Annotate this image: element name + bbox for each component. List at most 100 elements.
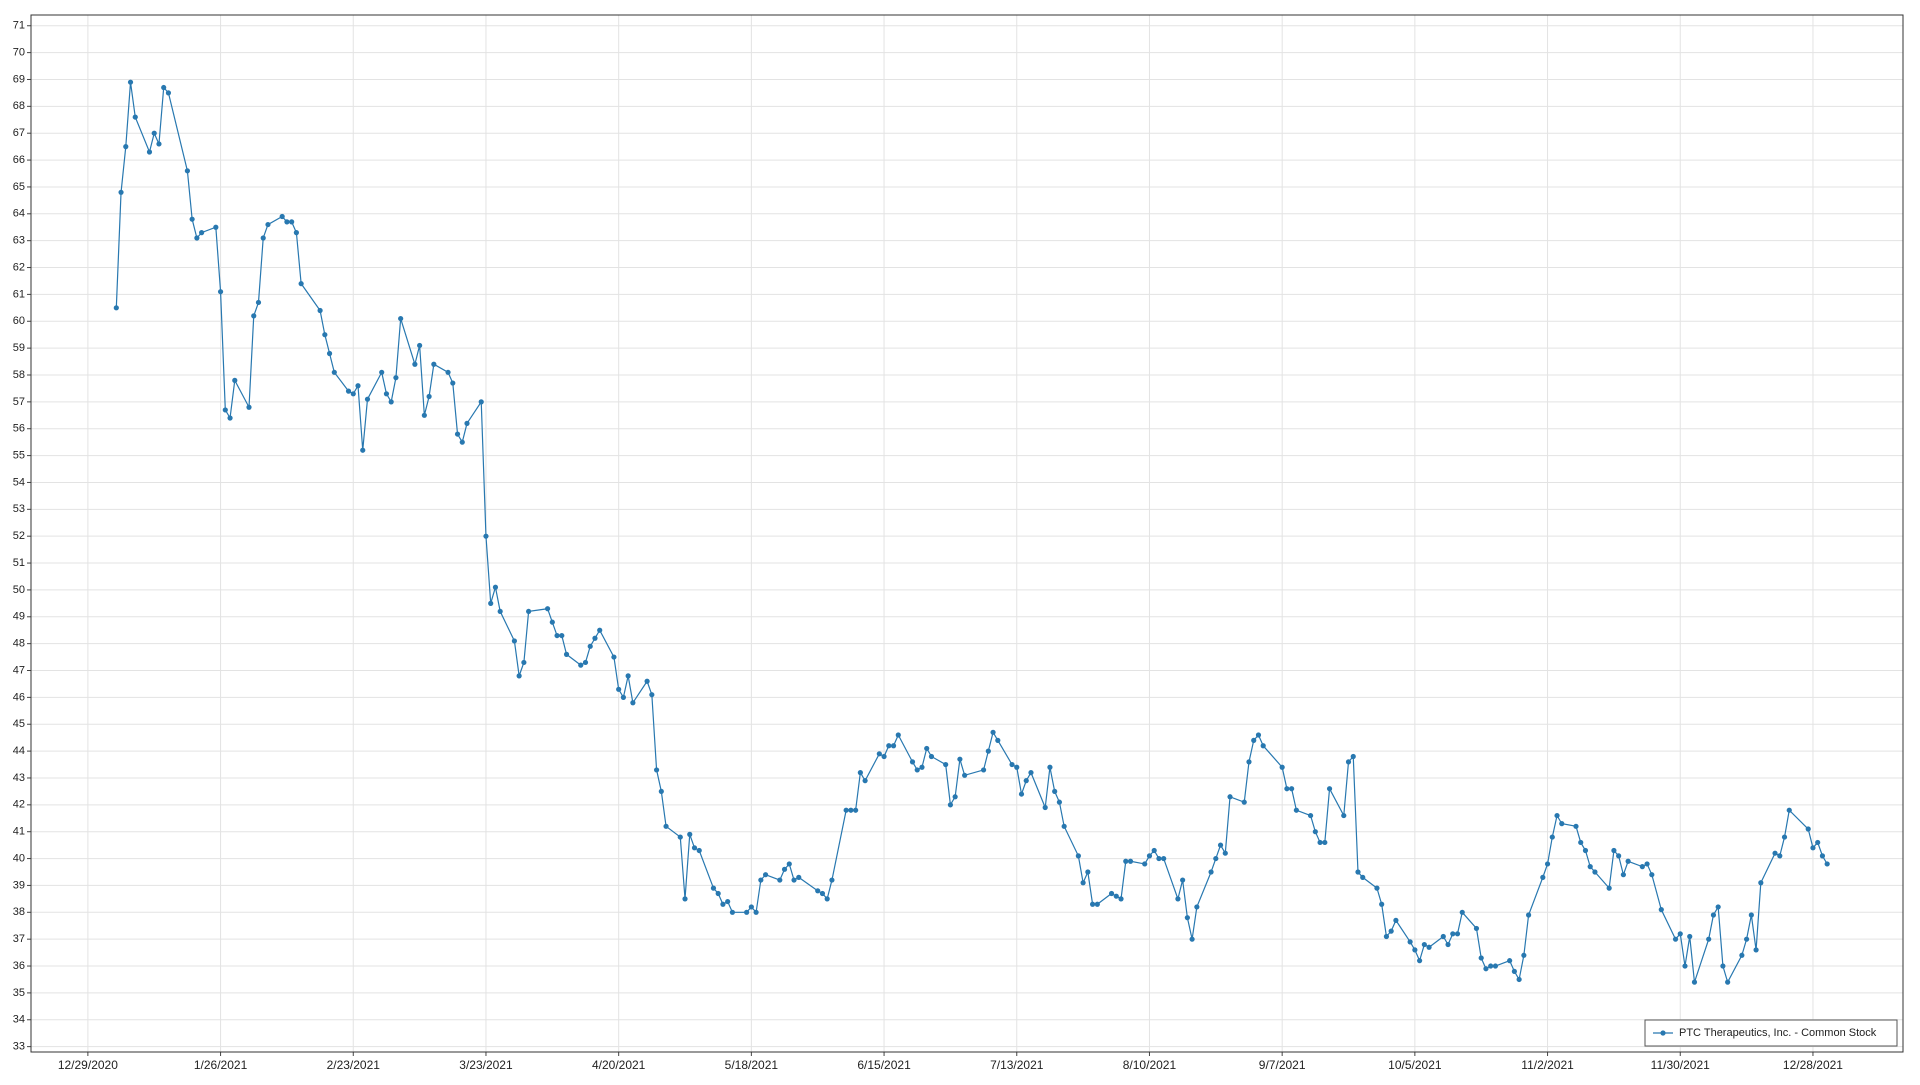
data-point <box>1777 853 1783 859</box>
data-point <box>1691 979 1698 985</box>
x-tick-label: 12/28/2021 <box>1783 1058 1843 1072</box>
data-point <box>781 866 788 872</box>
y-tick-label: 49 <box>13 611 25 623</box>
data-point <box>1217 842 1224 848</box>
data-point <box>696 847 702 854</box>
data-point <box>1075 853 1081 859</box>
data-point <box>156 141 162 147</box>
data-point <box>1805 826 1811 832</box>
data-point <box>355 383 361 389</box>
data-point <box>862 778 868 784</box>
data-point <box>1739 952 1745 958</box>
data-point <box>194 235 200 241</box>
data-point <box>630 700 636 706</box>
data-point <box>1085 869 1091 875</box>
data-point <box>1393 917 1399 923</box>
data-point <box>687 831 693 837</box>
data-point <box>1483 966 1489 972</box>
data-point <box>1725 979 1731 985</box>
data-point <box>246 404 252 410</box>
data-point <box>1687 933 1693 940</box>
data-point <box>644 678 650 684</box>
data-point <box>1772 850 1778 856</box>
data-point <box>132 114 138 120</box>
y-tick-label: 67 <box>13 127 25 139</box>
data-point <box>819 890 826 897</box>
y-tick-label: 35 <box>13 987 25 999</box>
data-point <box>184 168 190 174</box>
y-tick-label: 63 <box>13 235 25 247</box>
data-point <box>123 144 129 150</box>
data-point <box>710 885 717 891</box>
data-point <box>1146 853 1153 859</box>
x-tick-label: 5/18/2021 <box>725 1058 779 1072</box>
y-tick-label: 68 <box>13 100 25 112</box>
data-point <box>222 407 228 413</box>
data-point <box>1720 963 1726 969</box>
y-tick-label: 64 <box>13 208 25 220</box>
data-point <box>199 230 205 236</box>
data-point <box>317 307 323 314</box>
y-tick-label: 71 <box>13 20 25 32</box>
data-point <box>1113 893 1119 899</box>
y-tick-label: 58 <box>13 369 25 381</box>
data-point <box>1578 839 1584 846</box>
data-point <box>691 845 698 851</box>
data-point <box>729 909 736 915</box>
data-point <box>758 877 764 883</box>
data-point <box>1127 858 1134 864</box>
data-point <box>853 807 859 813</box>
data-point <box>1549 834 1555 840</box>
data-point <box>1142 861 1148 867</box>
data-point <box>1184 915 1190 921</box>
data-point <box>364 396 371 402</box>
data-point <box>146 149 153 155</box>
data-point <box>459 439 465 445</box>
data-point <box>1180 877 1186 883</box>
data-point <box>544 606 551 612</box>
y-tick-label: 62 <box>13 261 25 273</box>
data-point <box>1326 786 1333 792</box>
data-point <box>1616 853 1622 859</box>
y-tick-label: 70 <box>13 47 25 59</box>
data-point <box>393 375 399 381</box>
data-point <box>1781 834 1788 840</box>
y-tick-label: 55 <box>13 449 25 461</box>
y-tick-label: 66 <box>13 154 25 166</box>
data-point <box>1606 885 1612 891</box>
data-point <box>118 189 124 195</box>
x-tick-label: 7/13/2021 <box>990 1058 1044 1072</box>
data-point <box>127 79 134 85</box>
data-point <box>1644 861 1650 867</box>
data-point <box>1312 829 1318 835</box>
data-point <box>843 807 849 813</box>
data-point <box>886 743 892 749</box>
data-point <box>383 391 390 397</box>
data-point <box>1492 963 1499 969</box>
data-point <box>360 447 366 453</box>
data-point <box>1810 845 1816 851</box>
data-point <box>1459 909 1465 915</box>
data-point <box>165 90 172 96</box>
data-point <box>322 332 328 338</box>
data-point <box>1521 952 1527 958</box>
y-tick-label: 59 <box>13 342 25 354</box>
data-point <box>928 753 935 760</box>
y-tick-label: 33 <box>13 1041 25 1053</box>
data-point <box>161 84 167 91</box>
data-point <box>412 361 418 367</box>
data-point <box>786 861 792 867</box>
data-point <box>559 632 565 639</box>
data-point <box>995 737 1001 743</box>
data-point <box>521 659 527 666</box>
data-point <box>957 756 963 762</box>
data-point <box>943 761 949 768</box>
data-point <box>1222 850 1228 856</box>
data-point <box>1289 786 1295 792</box>
data-point <box>260 235 266 241</box>
data-point <box>1317 839 1323 846</box>
data-point <box>1255 732 1262 738</box>
data-point <box>1208 869 1214 875</box>
data-point <box>1080 880 1086 886</box>
